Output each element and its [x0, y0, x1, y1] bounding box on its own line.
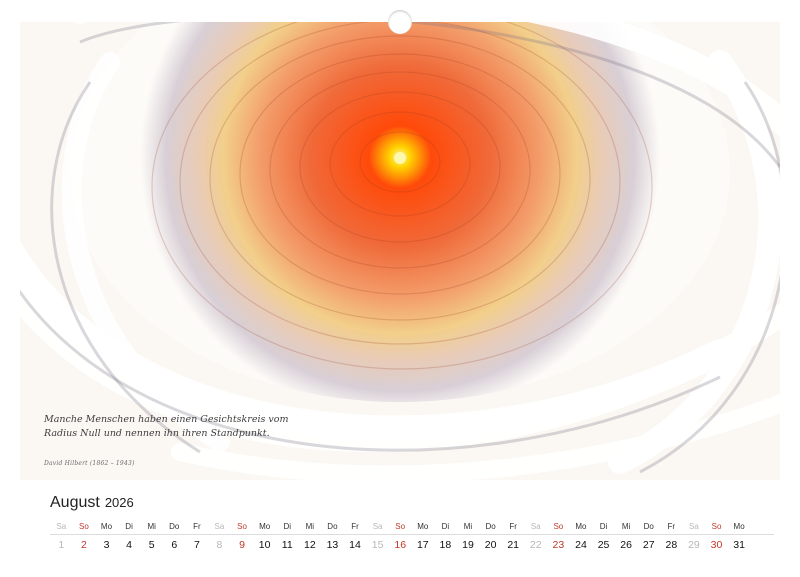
weekday-label: Di — [441, 522, 450, 531]
weekday-label: Sa — [372, 522, 383, 531]
quote-author: David Hilbert (1862 – 1943) — [44, 460, 135, 467]
weekday-label: Fr — [351, 522, 359, 531]
weekday-label: Do — [169, 522, 180, 531]
weekday-label: Mo — [575, 522, 587, 531]
weekday-label: Fr — [193, 522, 201, 531]
weekday-label: So — [395, 522, 406, 531]
quote-line-1: Manche Menschen haben einen Gesichtskrei… — [44, 414, 289, 425]
weekday-label: Sa — [56, 522, 67, 531]
day-number: 16 — [394, 539, 407, 551]
weekday-label: Sa — [689, 522, 699, 531]
day-number: 9 — [239, 539, 245, 551]
weekday-label: Di — [599, 522, 608, 531]
weekday-label: Di — [283, 522, 292, 531]
day-number: 31 — [733, 539, 745, 551]
weekday-label: Mo — [417, 522, 429, 531]
fractal-artwork — [20, 22, 780, 480]
day-number: 18 — [439, 539, 452, 551]
weekday-label: So — [711, 522, 722, 531]
weekday-label: Mi — [463, 522, 473, 531]
day-row: 1 2 3 4 5 6 7 8 9 10 11 12 13 14 15 16 17 18 19 20 21 22 23 24 2… — [50, 534, 770, 556]
weekday-label: Di — [125, 522, 133, 531]
day-number: 2 — [80, 539, 87, 551]
calendar-divider — [50, 534, 774, 535]
weekday-label: Mo — [733, 522, 745, 531]
weekday-label: Mo — [259, 522, 271, 531]
weekday-label: So — [553, 522, 564, 531]
month-year: 2026 — [104, 495, 134, 510]
quote-text: Manche Menschen haben einen Gesichtskrei… — [44, 413, 304, 441]
day-number: 21 — [507, 539, 520, 551]
day-number: 20 — [484, 539, 497, 551]
weekday-label: Fr — [509, 522, 517, 531]
day-number: 17 — [416, 539, 429, 551]
weekday-label: So — [78, 522, 89, 531]
day-number: 1 — [58, 539, 65, 551]
day-number: 28 — [665, 539, 678, 551]
weekday-label: Fr — [667, 522, 676, 531]
day-number: 7 — [193, 539, 200, 551]
weekday-row: Sa So Mo Di Mi Do Fr Sa So Mo Di Mi Do Fr Sa So Mo Di Mi Do… — [50, 520, 770, 534]
hanger-notch — [388, 10, 412, 34]
day-number: 11 — [281, 539, 293, 551]
weekday-label: Sa — [214, 522, 225, 531]
weekday-label: Mi — [147, 522, 156, 531]
quote-line-2: Radius Null und nennen ihn ihren Standpu… — [44, 428, 270, 439]
month-name: August — [50, 494, 100, 511]
weekday-label: Sa — [530, 522, 541, 531]
day-number: 6 — [171, 539, 178, 551]
month-title: August 2026 — [50, 494, 134, 512]
day-number: 22 — [529, 539, 542, 551]
day-number: 23 — [552, 539, 565, 551]
day-number: 24 — [575, 539, 587, 551]
day-number: 4 — [126, 539, 132, 551]
weekday-label: Do — [643, 522, 654, 531]
day-number: 12 — [303, 539, 316, 551]
weekday-label: Do — [327, 522, 338, 531]
day-number: 10 — [258, 539, 271, 551]
day-number: 19 — [462, 539, 474, 551]
day-number: 14 — [349, 539, 361, 551]
weekday-label: Do — [485, 522, 496, 531]
weekday-label: Mi — [621, 522, 631, 531]
day-number: 15 — [371, 539, 384, 551]
day-number: 13 — [326, 539, 339, 551]
weekday-label: So — [237, 522, 247, 531]
day-number: 25 — [597, 539, 610, 551]
day-number: 3 — [103, 539, 110, 551]
day-number: 27 — [642, 539, 655, 551]
spiral-image — [20, 22, 780, 480]
day-number: 30 — [710, 539, 723, 551]
weekday-label: Mi — [305, 522, 315, 531]
weekday-label: Mo — [100, 522, 113, 531]
day-number: 26 — [620, 539, 632, 551]
day-number: 8 — [216, 539, 223, 551]
day-number: 5 — [148, 539, 155, 551]
day-number: 29 — [688, 539, 700, 551]
calendar-grid: Sa So Mo Di Mi Do Fr Sa So Mo Di Mi Do Fr Sa So Mo Di Mi Do… — [50, 520, 770, 556]
